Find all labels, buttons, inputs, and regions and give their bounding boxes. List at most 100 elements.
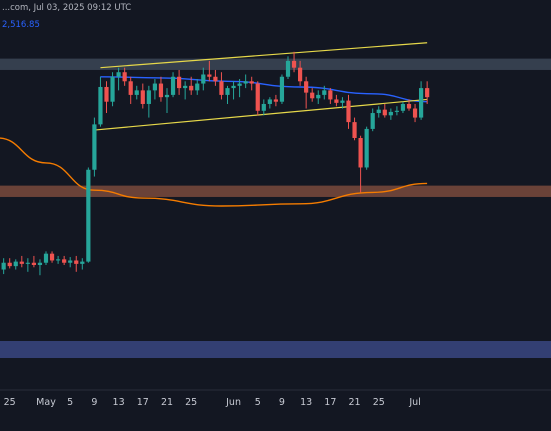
candle-body	[419, 88, 424, 118]
candle	[376, 106, 381, 118]
candle	[243, 74, 248, 89]
candle-body	[322, 90, 327, 95]
candle	[140, 83, 145, 109]
candle-body	[279, 76, 285, 102]
candle-body	[116, 72, 121, 77]
candle	[346, 94, 351, 129]
candle	[412, 103, 418, 123]
candle-body	[310, 92, 315, 99]
candle-body	[98, 86, 103, 125]
candle	[400, 101, 406, 114]
moving-averages-layer	[0, 76, 428, 207]
candle	[322, 85, 327, 100]
candle-body	[183, 85, 188, 89]
candles-layer	[1, 51, 430, 276]
candle-body	[298, 67, 303, 82]
candle	[255, 81, 260, 116]
trendline-upper	[100, 42, 428, 69]
candle	[316, 90, 321, 104]
candle	[352, 117, 357, 141]
candle-body	[225, 88, 230, 95]
zones-layer	[0, 58, 551, 358]
x-tick-label: 9	[91, 397, 97, 408]
candle	[310, 88, 315, 102]
x-tick-label: 5	[67, 397, 73, 408]
candle-body	[285, 60, 291, 77]
candle	[406, 99, 412, 111]
candle	[370, 108, 375, 132]
candle	[213, 69, 218, 86]
candle-body	[249, 81, 254, 84]
candle	[25, 258, 30, 272]
x-tick-label: 25	[4, 397, 16, 408]
candle	[43, 251, 49, 266]
candle-body	[328, 90, 333, 100]
candle-body	[267, 99, 272, 104]
candle	[425, 81, 430, 104]
candle	[285, 56, 291, 80]
candle	[201, 67, 206, 91]
candle	[304, 76, 309, 109]
candle	[189, 76, 194, 95]
candle	[128, 76, 133, 104]
candle-body	[370, 113, 375, 129]
candle-body	[104, 86, 109, 102]
candle	[92, 117, 97, 177]
candle	[62, 255, 67, 266]
candle-body	[122, 72, 127, 82]
candle-body	[255, 83, 260, 111]
candle	[80, 258, 85, 270]
candle-body	[195, 83, 200, 91]
candle	[195, 79, 200, 95]
candle-body	[7, 262, 12, 267]
candle-body	[62, 259, 67, 263]
candle-body	[152, 83, 157, 91]
candle	[104, 81, 109, 114]
candle	[340, 97, 345, 109]
candle-body	[80, 261, 85, 264]
candle-body	[273, 99, 278, 102]
candle-body	[207, 74, 212, 77]
candle	[358, 135, 363, 193]
candle	[164, 88, 170, 114]
candle	[158, 76, 164, 102]
candle-body	[158, 83, 164, 98]
x-tick-label: 5	[255, 397, 261, 408]
moving-average-orange	[0, 137, 428, 207]
zone-resistance	[0, 58, 551, 70]
candle	[134, 85, 139, 100]
x-tick-label: 13	[113, 397, 125, 408]
candle	[7, 258, 12, 269]
x-tick-label: 9	[279, 397, 285, 408]
trendlines-layer	[94, 42, 428, 131]
candle-body	[352, 122, 357, 138]
candle	[86, 167, 91, 263]
candle	[98, 76, 103, 127]
candle	[267, 97, 272, 109]
candle	[328, 88, 333, 104]
candle	[31, 255, 36, 268]
candle-body	[243, 81, 248, 84]
ma-value-label: 2,516.85	[2, 20, 40, 30]
candle-body	[110, 76, 115, 102]
candle-body	[237, 83, 242, 86]
candle-body	[406, 103, 412, 109]
candle-body	[56, 259, 61, 261]
candle	[37, 259, 43, 276]
candle	[225, 85, 230, 104]
candle-body	[219, 81, 224, 95]
candle	[291, 51, 297, 73]
candle	[183, 81, 188, 100]
zone-lower	[0, 340, 551, 358]
candle-body	[425, 88, 430, 98]
candle-body	[231, 85, 236, 89]
x-axis: 25 May 5 9 13 17 21 25 Jun 5 9 13 17 21 25 Jul	[4, 397, 421, 408]
candle	[419, 81, 424, 120]
candle-body	[291, 60, 297, 68]
candle-body	[213, 76, 218, 82]
candle	[74, 255, 79, 272]
candle-body	[400, 103, 406, 111]
